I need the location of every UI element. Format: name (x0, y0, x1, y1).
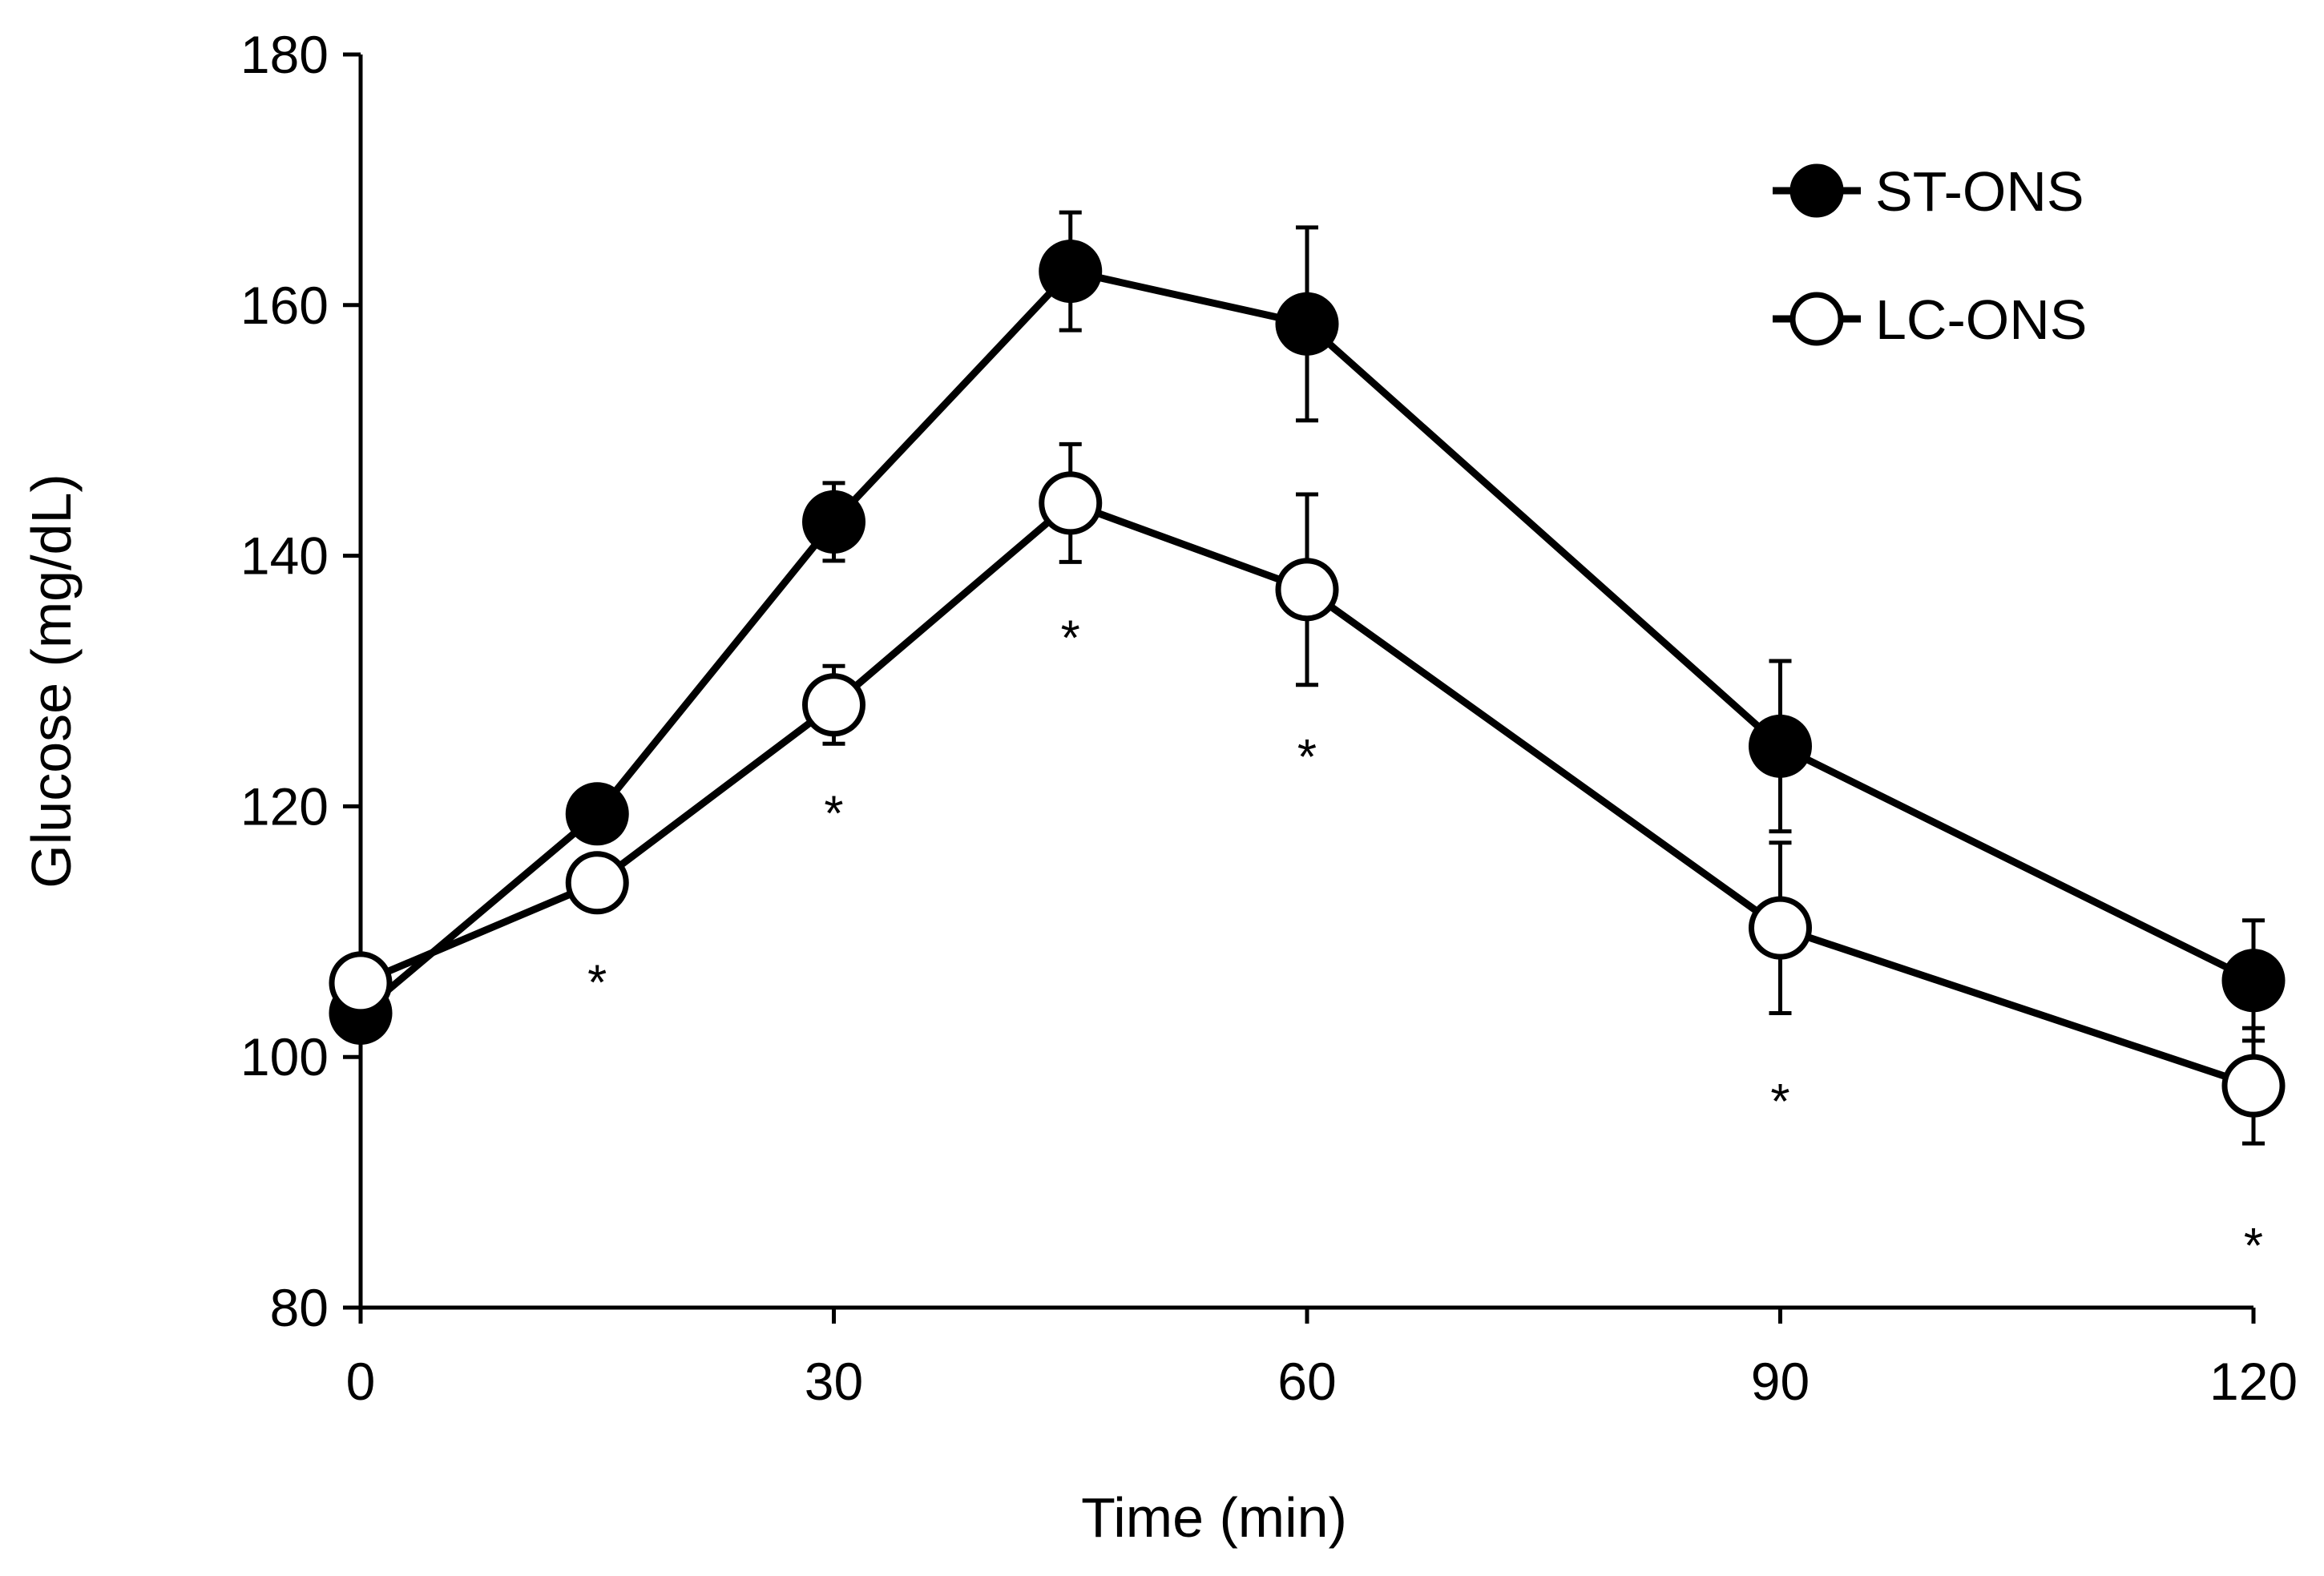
legend-label: ST-ONS (1875, 160, 2084, 223)
y-tick-label: 80 (270, 1278, 329, 1337)
y-tick-label: 160 (240, 276, 329, 335)
data-point (565, 851, 629, 915)
significance-annotations: * * * * * * (587, 611, 2263, 1274)
y-tick-label: 180 (240, 25, 329, 84)
y-ticks: 80 100 120 140 160 180 (240, 25, 361, 1337)
y-tick-label: 100 (240, 1027, 329, 1086)
legend-marker (1789, 292, 1844, 346)
x-tick-label: 60 (1277, 1352, 1336, 1411)
series-lc-ons (329, 441, 2286, 1146)
axes: 80 100 120 140 160 180 0 30 60 90 120 (240, 25, 2298, 1411)
legend-marker (1789, 163, 1844, 218)
data-point (329, 951, 393, 1015)
data-point (1275, 558, 1339, 622)
significance-asterisk: * (824, 786, 843, 841)
x-tick-label: 120 (2209, 1352, 2298, 1411)
legend: ST-ONS LC-ONS (1773, 160, 2087, 351)
x-tick-label: 30 (805, 1352, 863, 1411)
significance-asterisk: * (1770, 1074, 1789, 1130)
data-point (1039, 471, 1103, 535)
significance-asterisk: * (1061, 611, 1080, 666)
data-point (1749, 714, 1812, 778)
significance-asterisk: * (587, 956, 607, 1011)
x-tick-label: 0 (346, 1352, 376, 1411)
data-point (565, 782, 629, 846)
legend-label: LC-ONS (1875, 288, 2087, 351)
data-point (2221, 949, 2286, 1013)
y-axis-title: Glucose (mg/dL) (20, 474, 83, 888)
data-point (1039, 240, 1103, 304)
series-st-ons (329, 210, 2286, 1045)
data-point (2221, 1054, 2286, 1118)
data-point (1275, 292, 1339, 356)
x-tick-label: 90 (1751, 1352, 1810, 1411)
y-tick-label: 140 (240, 526, 329, 586)
plot-area (329, 210, 2286, 1146)
x-ticks: 0 30 60 90 120 (346, 1308, 2298, 1411)
data-point (802, 490, 865, 554)
significance-asterisk: * (2244, 1219, 2263, 1274)
x-axis-title: Time (min) (1081, 1486, 1347, 1549)
data-point (1749, 896, 1812, 960)
significance-asterisk: * (1297, 730, 1317, 785)
data-point (802, 673, 865, 737)
y-tick-label: 120 (240, 776, 329, 836)
